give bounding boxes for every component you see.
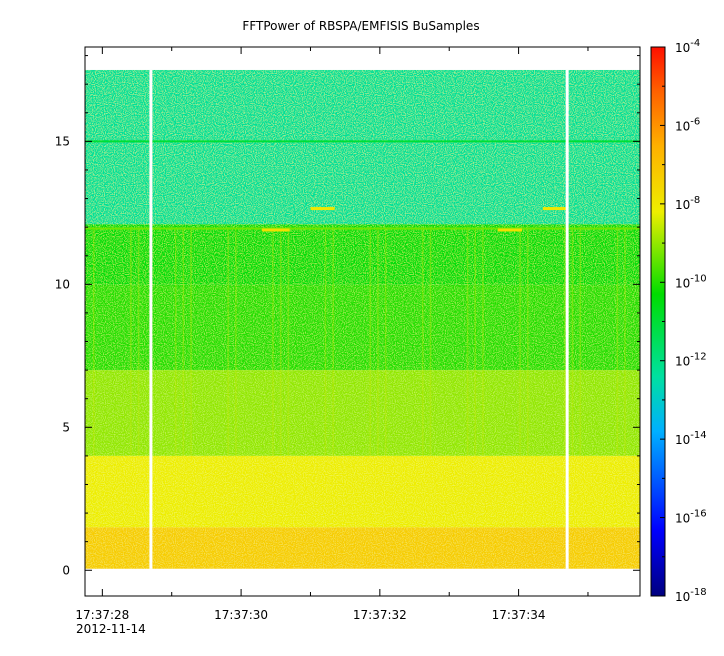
y-axis: 0 5 10 15 (55, 55, 640, 577)
spectrogram-feature-whistler-a (310, 207, 335, 211)
spectrogram-streak (369, 227, 371, 456)
spectrogram-band-0 (85, 69, 640, 225)
data-gaps (149, 69, 569, 569)
colorbar-tick-label: 10-12 (675, 352, 707, 369)
y-tick-label: 0 (62, 563, 70, 577)
spectrogram-streak (624, 227, 626, 456)
colorbar-ticks: 10-4 10-6 10-8 10-10 10-12 10-14 10-16 10-18 (660, 38, 707, 604)
spectrogram-streak (324, 227, 327, 456)
spectrogram-streak (422, 227, 424, 456)
spectrogram-band-4 (85, 455, 640, 528)
spectrogram-streak (377, 227, 379, 456)
colorbar-tick-label: 10-16 (675, 509, 707, 526)
x-axis-date-label: 2012-11-14 (76, 622, 146, 636)
colorbar-tick-label: 10-6 (675, 116, 700, 133)
spectrogram-streak (235, 227, 237, 456)
spectrogram-feature-whistler-c (542, 207, 568, 211)
x-tick-label: 17:37:30 (214, 608, 268, 622)
spectrogram-streak (174, 227, 177, 456)
spectrogram-feature-line-15 (85, 140, 640, 143)
spectrogram-band-3 (85, 370, 640, 456)
no-data-bottom (85, 568, 640, 596)
spectrogram-streak (519, 227, 521, 456)
spectrogram-streak (616, 227, 619, 456)
spectrogram-band-1 (85, 224, 640, 285)
spectrogram-streak (190, 227, 192, 456)
spectrogram-streak (182, 227, 185, 456)
spectrogram-feature-line-12 (85, 227, 640, 230)
spectrogram-streak (227, 227, 229, 456)
data-gap-1 (565, 69, 569, 569)
spectrogram-streak (527, 227, 529, 456)
spectrogram-feature-whistler-d (497, 228, 523, 232)
plot-frame (84, 46, 641, 597)
spectrogram-streak (474, 227, 476, 456)
x-tick-label: 17:37:28 (75, 608, 129, 622)
spectrogram-streak (137, 227, 140, 456)
no-data-top (85, 47, 640, 70)
x-axis: 17:37:28 17:37:30 17:37:32 17:37:34 (75, 47, 589, 622)
spectrogram-streak (384, 227, 387, 456)
colorbar-tick-label: 10-4 (675, 38, 700, 55)
spectrogram-band-2 (85, 284, 640, 371)
spectrogram-streak (466, 227, 469, 456)
spectrogram-streak (564, 227, 566, 456)
spectrogram-feature-whistler-b (261, 228, 290, 232)
spectrogram-field (85, 69, 640, 569)
spectrogram-streak (579, 227, 581, 456)
spectrogram-streak (93, 227, 95, 456)
y-tick-label: 5 (62, 420, 70, 434)
spectrogram-band-5 (85, 527, 640, 569)
colorbar-tick-label: 10-14 (675, 430, 707, 447)
y-tick-label: 10 (55, 277, 70, 291)
spectrogram-streak (332, 227, 334, 456)
spectrogram-streak (571, 227, 574, 456)
chart-title: FFTPower of RBSPA/EMFISIS BuSamples (242, 19, 479, 33)
colorbar-tick-label: 10-10 (675, 273, 707, 290)
colorbar-tick-label: 10-18 (675, 587, 707, 604)
spectrogram-streak (272, 227, 274, 456)
y-tick-label: 15 (55, 134, 70, 148)
spectrogram-streak (429, 227, 432, 456)
colorbar: 10-4 10-6 10-8 10-10 10-12 10-14 10-16 10-18 (650, 38, 707, 604)
spectrogram-streak (130, 227, 132, 456)
spectrogram-streak (287, 227, 290, 456)
plot-area (84, 46, 641, 597)
x-tick-label: 17:37:34 (492, 608, 546, 622)
colorbar-tick-label: 10-8 (675, 195, 700, 212)
x-tick-label: 17:37:32 (353, 608, 407, 622)
spectrogram-streak (279, 227, 282, 456)
spectrogram-data (85, 47, 640, 596)
spectrogram-streak (482, 227, 484, 456)
data-gap-0 (149, 69, 153, 569)
